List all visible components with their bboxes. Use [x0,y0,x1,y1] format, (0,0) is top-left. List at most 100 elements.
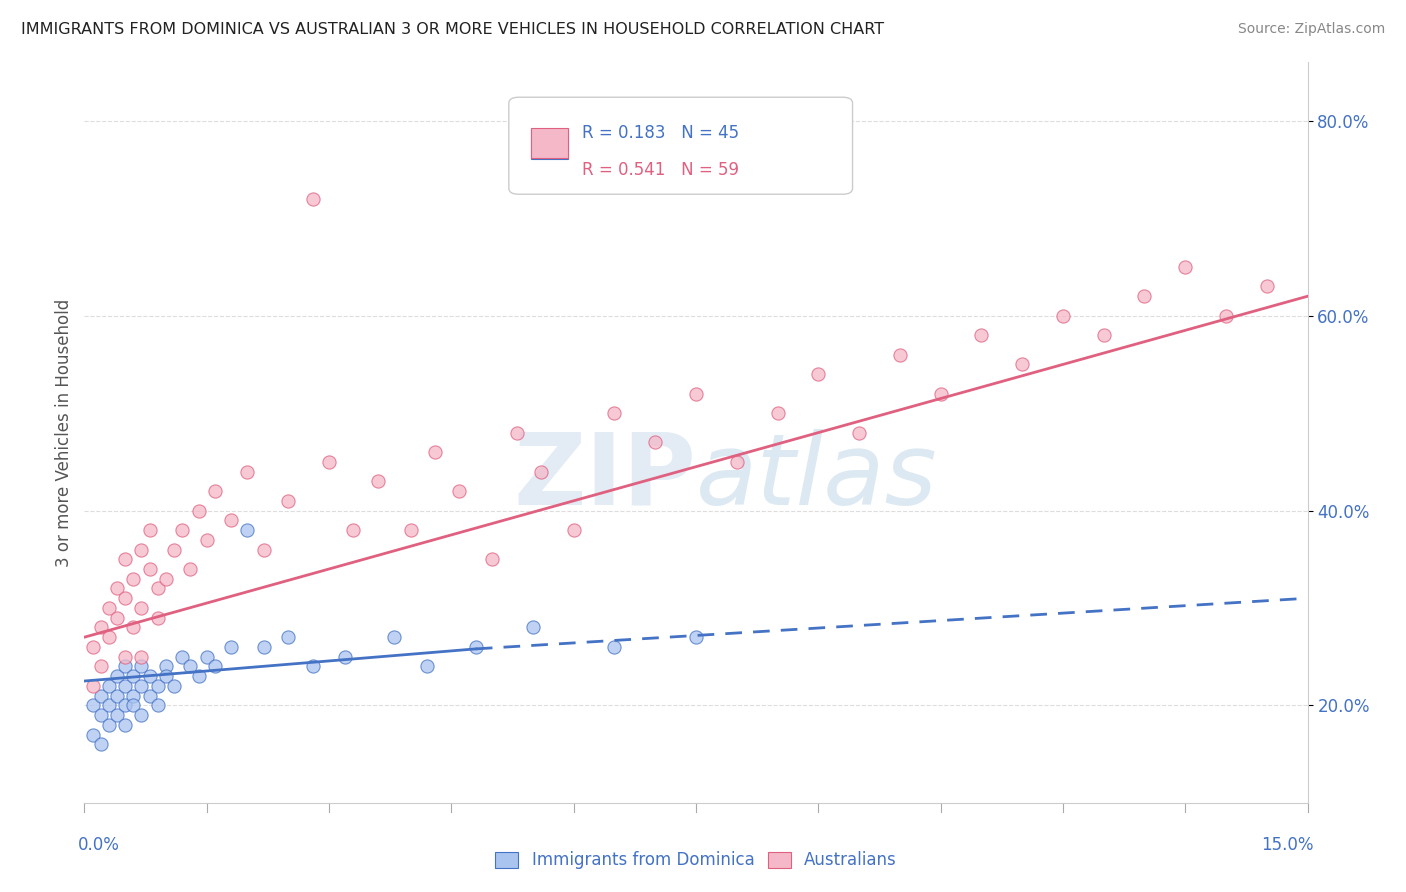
Point [423,445,446,459]
Point [530,465,553,479]
Point [82,640,104,654]
Point [277,493,299,508]
Point [219,640,242,654]
Point [146,698,169,713]
Point [889,348,911,362]
Point [1174,260,1197,274]
Point [138,669,160,683]
Point [219,513,242,527]
Point [90,659,112,673]
Point [105,610,128,624]
Point [138,562,160,576]
Point [277,630,299,644]
Point [481,552,503,566]
Text: 15.0%: 15.0% [1261,836,1313,855]
Point [1215,309,1237,323]
Point [970,328,993,343]
Point [146,582,169,596]
Point [1092,328,1115,343]
Point [163,679,186,693]
Point [97,679,120,693]
Point [114,552,136,566]
Point [131,659,153,673]
Point [163,542,186,557]
Point [725,455,748,469]
Point [1052,309,1074,323]
Point [204,659,226,673]
Point [97,601,120,615]
Text: 0.0%: 0.0% [79,836,120,855]
Point [342,523,364,537]
Point [114,659,136,673]
Point [204,484,226,499]
Point [105,582,128,596]
Point [122,572,145,586]
Point [146,610,169,624]
Point [195,533,218,547]
Point [603,640,626,654]
Point [179,659,201,673]
Point [82,728,104,742]
Point [146,679,169,693]
FancyBboxPatch shape [531,129,568,159]
Point [399,523,422,537]
Point [367,475,389,489]
Point [90,708,112,723]
Point [90,620,112,634]
Point [382,630,405,644]
Point [172,523,194,537]
Point [138,523,160,537]
Point [131,649,153,664]
Text: IMMIGRANTS FROM DOMINICA VS AUSTRALIAN 3 OR MORE VEHICLES IN HOUSEHOLD CORRELATI: IMMIGRANTS FROM DOMINICA VS AUSTRALIAN 3… [21,22,884,37]
Point [97,718,120,732]
Point [114,679,136,693]
Text: R = 0.541   N = 59: R = 0.541 N = 59 [582,161,740,178]
Point [90,737,112,751]
Point [1011,358,1033,372]
Point [195,649,218,664]
Point [105,669,128,683]
Point [155,669,177,683]
Point [522,620,544,634]
Point [464,640,486,654]
Point [82,679,104,693]
Point [685,630,707,644]
Point [644,435,666,450]
Point [97,630,120,644]
Point [105,708,128,723]
Point [90,689,112,703]
Point [848,425,870,440]
Point [122,689,145,703]
Point [122,620,145,634]
Text: R = 0.183   N = 45: R = 0.183 N = 45 [582,124,740,142]
Point [114,591,136,606]
Point [114,718,136,732]
Point [505,425,527,440]
Point [301,192,323,206]
Point [187,503,209,517]
Point [1133,289,1156,303]
Point [929,386,952,401]
Point [138,689,160,703]
Point [603,406,626,420]
Point [155,572,177,586]
Point [172,649,194,664]
Point [685,386,707,401]
Text: ZIP: ZIP [513,428,696,525]
Point [131,708,153,723]
Point [301,659,323,673]
Point [179,562,201,576]
Point [807,367,830,381]
Point [335,649,357,664]
Point [122,669,145,683]
Point [122,698,145,713]
FancyBboxPatch shape [531,128,568,158]
Point [253,640,276,654]
Text: Source: ZipAtlas.com: Source: ZipAtlas.com [1237,22,1385,37]
FancyBboxPatch shape [509,97,852,194]
Point [236,465,259,479]
Legend: Immigrants from Dominica, Australians: Immigrants from Dominica, Australians [488,845,904,876]
Point [155,659,177,673]
Point [105,689,128,703]
Point [82,698,104,713]
